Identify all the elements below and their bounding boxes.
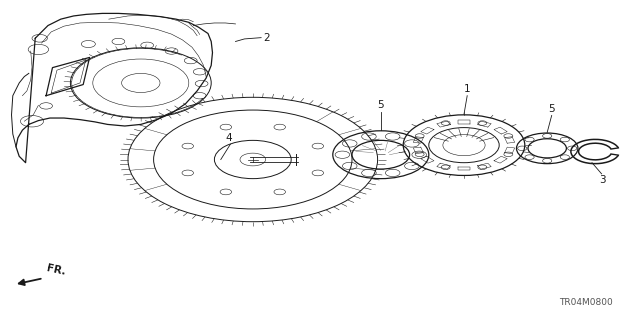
Text: TR04M0800: TR04M0800 <box>559 298 612 307</box>
Text: 1: 1 <box>464 84 470 94</box>
Text: 4: 4 <box>226 133 232 143</box>
Text: 2: 2 <box>264 33 270 43</box>
Text: 3: 3 <box>600 175 606 185</box>
Text: 5: 5 <box>548 104 555 114</box>
Text: FR.: FR. <box>46 263 67 277</box>
Text: 5: 5 <box>378 100 384 110</box>
